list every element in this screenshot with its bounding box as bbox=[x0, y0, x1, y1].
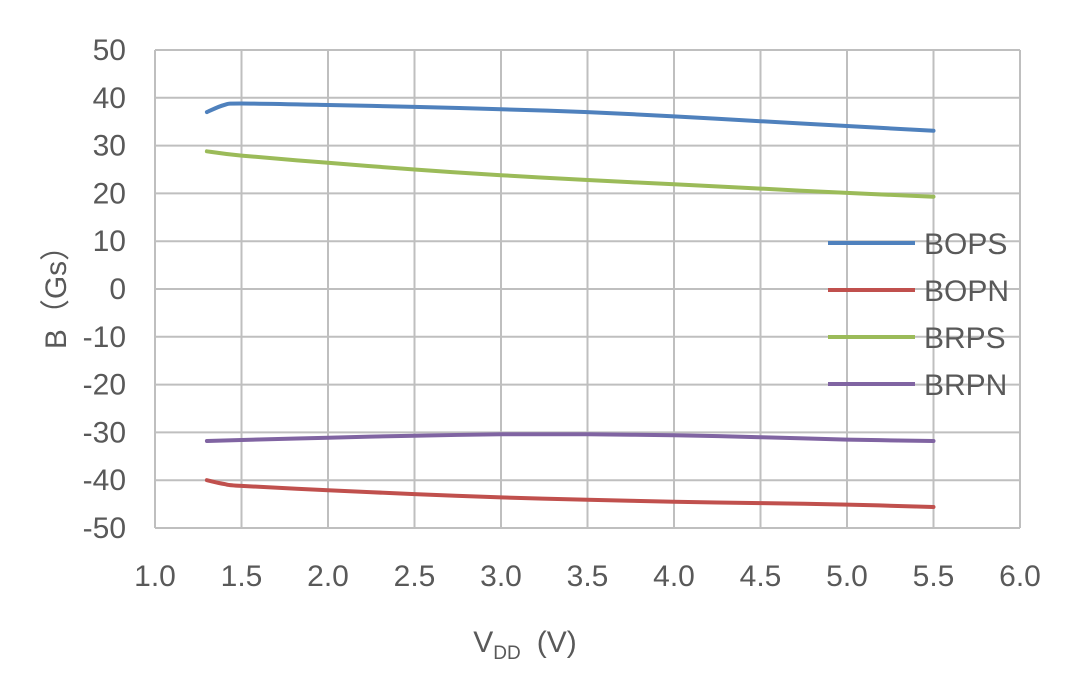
series-line-brps bbox=[204, 149, 936, 199]
y-tick-label: 50 bbox=[93, 34, 126, 67]
x-tick-label: 4.5 bbox=[740, 560, 782, 593]
series-lines bbox=[204, 101, 936, 509]
y-tick-label: -10 bbox=[83, 321, 126, 354]
y-tick-label: -20 bbox=[83, 369, 126, 402]
x-axis-title: VDD (V) bbox=[473, 626, 576, 664]
legend-label-bopn: BOPN bbox=[924, 275, 1009, 308]
x-tick-label: 3.0 bbox=[480, 560, 522, 593]
x-axis-title-main: V bbox=[473, 626, 493, 659]
x-tick-labels: 1.0 1.5 2.0 2.5 3.0 3.5 4.0 4.5 5.0 5.5 6.0 bbox=[134, 560, 1041, 593]
x-tick-label: 4.0 bbox=[653, 560, 695, 593]
series-line-brpn bbox=[204, 432, 936, 443]
series-line-bops bbox=[204, 101, 936, 133]
gridlines bbox=[154, 49, 1021, 529]
y-tick-label: 20 bbox=[93, 177, 126, 210]
x-tick-label: 2.5 bbox=[394, 560, 436, 593]
y-tick-label: 40 bbox=[93, 82, 126, 115]
y-tick-label: 30 bbox=[93, 130, 126, 163]
legend-label-brps: BRPS bbox=[924, 322, 1006, 355]
y-tick-label: 0 bbox=[109, 273, 126, 306]
x-tick-label: 2.0 bbox=[307, 560, 349, 593]
x-axis-title-unit: (V) bbox=[537, 626, 577, 659]
legend-label-brpn: BRPN bbox=[924, 369, 1007, 402]
x-tick-label: 1.5 bbox=[221, 560, 263, 593]
y-tick-label: -30 bbox=[83, 416, 126, 449]
x-tick-label: 5.5 bbox=[913, 560, 955, 593]
x-tick-label: 5.0 bbox=[826, 560, 868, 593]
y-axis-title: B（Gs） bbox=[40, 231, 73, 349]
legend-label-bops: BOPS bbox=[924, 228, 1007, 261]
y-tick-label: -40 bbox=[83, 464, 126, 497]
x-tick-label: 1.0 bbox=[134, 560, 176, 593]
y-tick-labels: 50 40 30 20 10 0 -10 -20 -30 -40 -50 bbox=[83, 34, 126, 545]
y-tick-label: -50 bbox=[83, 512, 126, 545]
x-tick-label: 6.0 bbox=[999, 560, 1041, 593]
x-axis-title-subscript: DD bbox=[493, 643, 520, 664]
x-tick-label: 3.5 bbox=[567, 560, 609, 593]
legend: BOPS BOPN BRPS BRPN bbox=[828, 228, 1009, 402]
y-tick-label: 10 bbox=[93, 225, 126, 258]
series-line-bopn bbox=[204, 478, 936, 509]
